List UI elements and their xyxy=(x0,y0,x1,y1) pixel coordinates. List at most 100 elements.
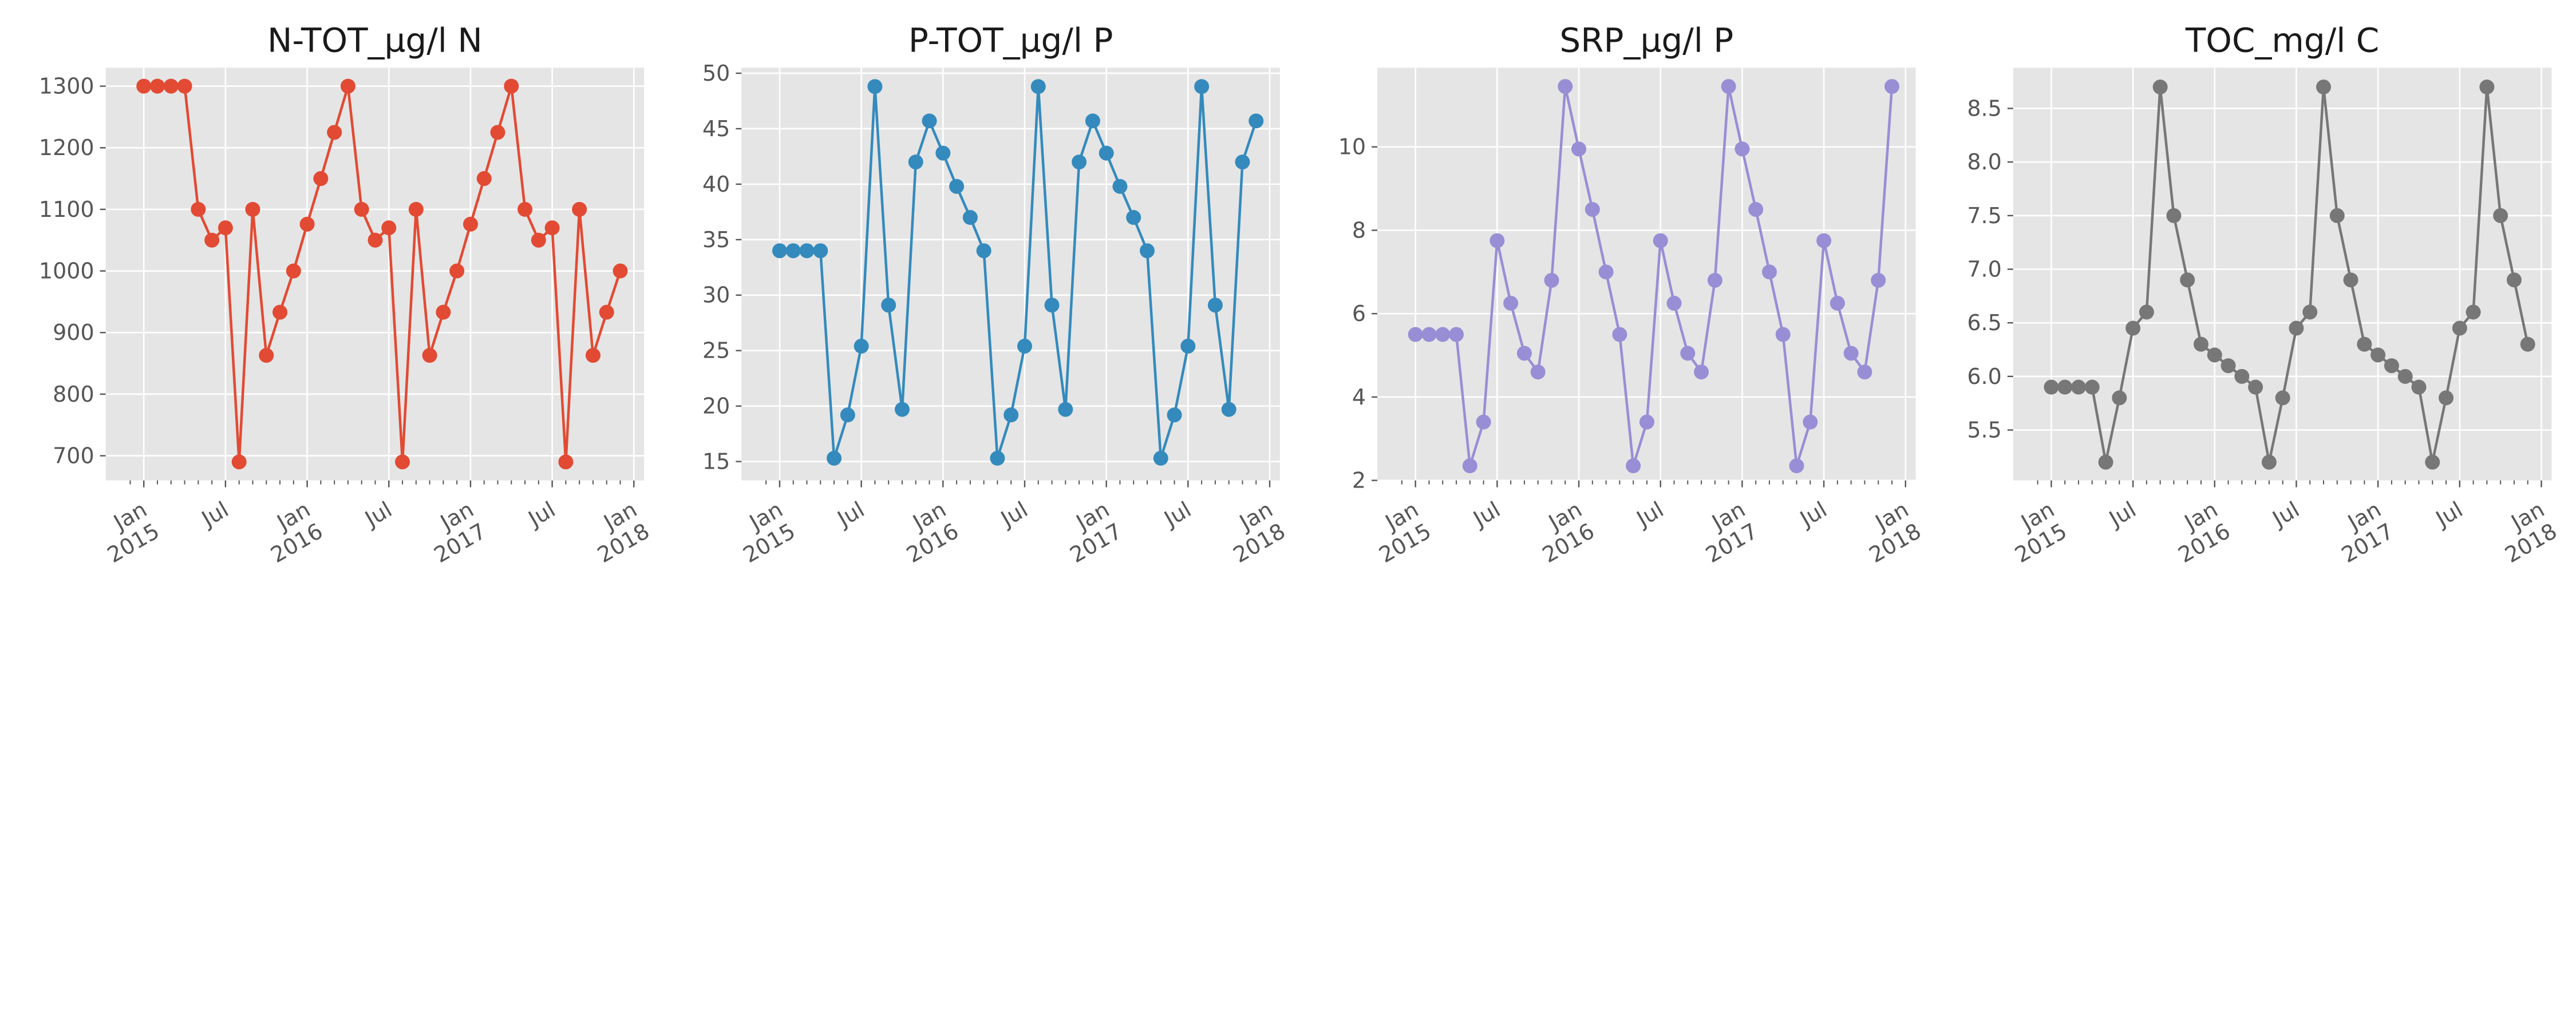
data-point xyxy=(2466,304,2481,320)
data-point xyxy=(490,125,505,140)
x-tick-label: Jan2015 xyxy=(1362,497,1436,568)
data-point xyxy=(2193,336,2208,352)
data-point xyxy=(2084,379,2100,395)
data-point xyxy=(1530,365,1546,380)
x-tick-label: Jan2018 xyxy=(580,497,654,568)
data-point xyxy=(476,171,492,187)
x-tick-label-line: Jul xyxy=(1159,497,1195,532)
data-point xyxy=(408,201,424,217)
data-point xyxy=(2493,208,2508,223)
data-point xyxy=(1789,458,1804,474)
x-tick-label: Jan2016 xyxy=(1526,497,1599,568)
x-tick-label: Jan2017 xyxy=(1053,497,1127,568)
x-tick-label: Jul xyxy=(360,497,396,532)
x-tick-label: Jan2015 xyxy=(90,497,164,568)
x-tick-label: Jul xyxy=(1631,497,1668,532)
data-point xyxy=(299,216,315,232)
x-tick-label-line: Jul xyxy=(196,497,232,532)
data-point xyxy=(558,454,574,470)
data-point xyxy=(2439,390,2454,406)
data-point xyxy=(2071,379,2086,395)
y-tick-label: 30 xyxy=(702,283,730,308)
data-point xyxy=(1707,272,1722,288)
data-point xyxy=(1221,402,1236,417)
y-tick-label: 1100 xyxy=(39,197,94,222)
chart-title: P-TOT_µg/l P xyxy=(908,21,1113,60)
data-point xyxy=(1207,298,1223,313)
data-point xyxy=(204,232,220,248)
data-point xyxy=(1857,365,1872,380)
data-point xyxy=(136,78,152,94)
data-point xyxy=(2520,336,2535,352)
data-point xyxy=(1235,154,1250,170)
data-point xyxy=(1748,201,1764,217)
data-point xyxy=(1830,295,1845,311)
y-tick-label: 8 xyxy=(1352,217,1366,243)
data-point xyxy=(2234,369,2250,384)
data-point xyxy=(531,232,546,248)
data-point xyxy=(1626,458,1641,474)
data-point xyxy=(572,201,587,217)
data-point xyxy=(1653,233,1668,248)
chart-panel-1: 700 800 900 1000 1100 1200 1300 Jan2015 Jul Jan20… xyxy=(39,21,654,568)
data-point xyxy=(1449,327,1464,342)
data-point xyxy=(1490,233,1505,248)
data-point xyxy=(313,171,329,187)
data-point xyxy=(1884,79,1899,94)
y-tick-label: 1000 xyxy=(39,259,94,284)
data-point xyxy=(177,78,192,94)
x-tick-label: Jan2018 xyxy=(1852,497,1926,568)
data-point xyxy=(2125,320,2141,336)
data-point xyxy=(935,145,951,161)
data-point xyxy=(1249,113,1264,129)
data-point xyxy=(1639,414,1654,430)
data-point xyxy=(2180,272,2195,288)
data-point xyxy=(1099,145,1114,161)
y-tick-label: 6.5 xyxy=(1967,310,2001,335)
data-point xyxy=(2044,379,2059,395)
data-point xyxy=(2452,320,2467,336)
data-point xyxy=(2357,336,2372,352)
y-tick-label: 2 xyxy=(1352,468,1366,493)
data-point xyxy=(1003,407,1019,423)
data-point xyxy=(2139,304,2154,320)
data-point xyxy=(2261,454,2277,470)
data-point xyxy=(1194,79,1210,94)
y-tick-label: 7.0 xyxy=(1967,256,2001,282)
data-point xyxy=(613,263,628,279)
data-point xyxy=(1112,179,1128,194)
x-tick-label: Jul xyxy=(196,497,232,532)
data-point xyxy=(1735,141,1750,157)
x-tick-label-line: Jul xyxy=(1795,497,1831,532)
x-tick-label-line: Jul xyxy=(1468,497,1504,532)
data-point xyxy=(813,243,828,259)
x-tick-label-line: Jul xyxy=(2267,497,2304,532)
data-point xyxy=(2411,379,2427,395)
data-point xyxy=(1680,346,1696,361)
x-tick-label: Jan2017 xyxy=(2325,497,2398,568)
data-point xyxy=(517,201,533,217)
data-point xyxy=(585,348,600,363)
x-tick-label: Jul xyxy=(1468,497,1504,532)
data-point xyxy=(150,78,165,94)
data-point xyxy=(368,232,383,248)
plot-background xyxy=(2013,68,2552,481)
data-point xyxy=(2425,454,2440,470)
data-point xyxy=(1030,79,1046,94)
data-point xyxy=(1140,243,1155,259)
data-point xyxy=(436,304,451,320)
data-point xyxy=(1803,414,1818,430)
data-point xyxy=(327,125,342,140)
series-line xyxy=(2051,85,2529,464)
data-point xyxy=(2384,358,2399,374)
data-point xyxy=(2289,320,2304,336)
data-point xyxy=(2098,454,2113,470)
data-point xyxy=(2370,347,2386,363)
x-tick-label: Jul xyxy=(1795,497,1831,532)
data-point xyxy=(2207,347,2222,363)
data-point xyxy=(1072,154,1087,170)
data-point xyxy=(2221,358,2236,374)
data-point xyxy=(340,78,355,94)
y-tick-label: 15 xyxy=(702,449,730,474)
x-tick-label-line: Jul xyxy=(1631,497,1668,532)
